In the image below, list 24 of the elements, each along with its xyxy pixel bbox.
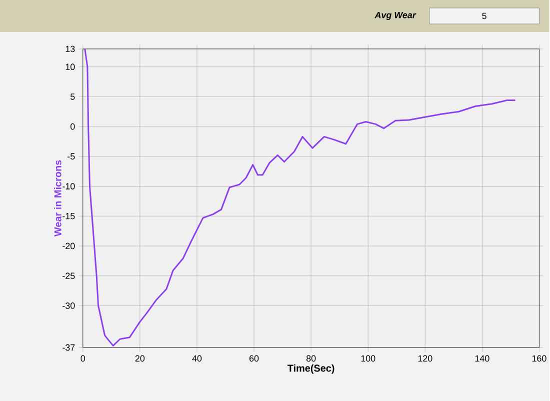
x-axis-title: Time(Sec) [287, 364, 334, 374]
y-tick-label: 13 [66, 46, 75, 52]
x-tick-label: 160 [532, 355, 546, 362]
y-tick-label: -37 [62, 344, 75, 350]
y-tick-label: -15 [62, 212, 75, 220]
x-tick-label: 40 [192, 355, 202, 362]
x-tick-label: 60 [249, 355, 259, 362]
x-tick-label: 100 [361, 355, 376, 362]
y-tick-label: -10 [62, 182, 75, 190]
text: 5 [482, 12, 486, 19]
y-tick-label: -25 [62, 272, 75, 279]
x-tick-label: 140 [475, 355, 490, 362]
y-tick-label: 0 [70, 123, 75, 130]
x-tick-label: 120 [418, 355, 432, 362]
x-tick-label: 0 [80, 355, 86, 362]
y-tick-label: 5 [70, 93, 75, 100]
y-tick-label: 10 [66, 63, 75, 70]
y-tick-label: -5 [68, 153, 75, 160]
text: Avg Wear [374, 12, 416, 20]
x-tick-label: 20 [135, 355, 145, 362]
x-tick-label: 80 [306, 355, 316, 362]
y-axis-title: Wear in Microns [54, 160, 62, 236]
y-tick-label: -20 [62, 242, 75, 249]
y-tick-label: -30 [62, 302, 75, 309]
